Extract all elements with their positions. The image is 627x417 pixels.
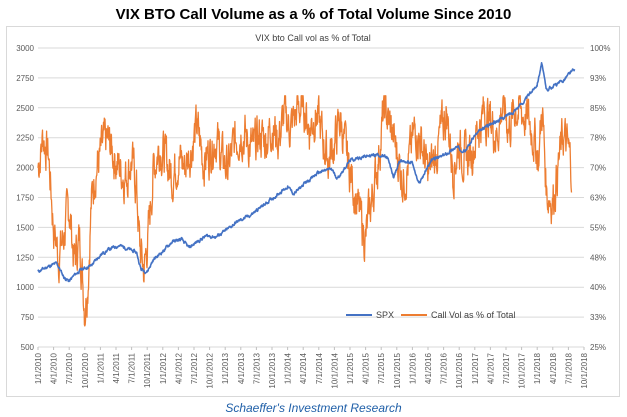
series-lines — [37, 61, 576, 327]
x-tick-label: 10/1/2017 — [518, 352, 527, 388]
x-tick-label: 4/1/2018 — [549, 352, 558, 384]
y-right-tick-label: 100% — [590, 44, 610, 53]
y-right-tick-label: 33% — [590, 313, 606, 322]
x-tick-label: 1/1/2016 — [408, 352, 417, 384]
x-tick-label: 10/1/2011 — [143, 352, 152, 388]
y-left-tick-label: 2250 — [16, 134, 34, 143]
x-tick-label: 1/1/2014 — [284, 352, 293, 384]
x-tick-label: 1/1/2012 — [159, 352, 168, 384]
legend-label-spx: SPX — [376, 310, 394, 320]
spx-series-line — [37, 61, 576, 283]
y-right-tick-label: 78% — [590, 134, 606, 143]
y-right-tick-label: 40% — [590, 283, 606, 292]
x-tick-label: 1/1/2015 — [346, 352, 355, 384]
x-tick-label: 4/1/2013 — [237, 352, 246, 384]
y-axis-left: 500 750 1000 1250 1500 1750 2000 2250 2500 2750 30… — [16, 44, 34, 352]
x-tick-label: 7/1/2011 — [128, 352, 137, 383]
legend: SPX Call Vol as % of Total — [346, 310, 515, 320]
y-axis-right: 25% 33% 40% 48% 55% 63% 70% 78% 85% 93% 100% — [590, 44, 610, 352]
x-tick-label: 4/1/2012 — [174, 352, 183, 384]
call-vol-series-line — [37, 95, 573, 327]
x-tick-label: 4/1/2014 — [299, 352, 308, 384]
x-tick-label: 7/1/2015 — [377, 352, 386, 384]
y-left-tick-label: 2000 — [16, 164, 34, 173]
x-tick-label: 4/1/2017 — [486, 352, 495, 384]
chart-frame — [6, 26, 620, 397]
x-tick-label: 7/1/2018 — [564, 352, 573, 384]
x-tick-label: 7/1/2016 — [440, 352, 449, 384]
x-tick-label: 10/1/2012 — [206, 352, 215, 388]
y-right-tick-label: 48% — [590, 253, 606, 262]
x-tick-label: 4/1/2010 — [50, 352, 59, 384]
y-right-tick-label: 93% — [590, 74, 606, 83]
x-tick-label: 1/1/2011 — [96, 352, 105, 383]
x-tick-label: 4/1/2011 — [112, 352, 121, 383]
y-left-tick-label: 500 — [21, 343, 35, 352]
x-tick-label: 10/1/2013 — [268, 352, 277, 388]
y-right-tick-label: 70% — [590, 164, 606, 173]
x-tick-label: 10/1/2018 — [580, 352, 589, 388]
x-tick-label: 10/1/2015 — [393, 352, 402, 388]
y-right-tick-label: 55% — [590, 223, 606, 232]
y-left-tick-label: 1250 — [16, 253, 34, 262]
y-left-tick-label: 3000 — [16, 44, 34, 53]
x-tick-label: 7/1/2017 — [502, 352, 511, 384]
y-right-tick-label: 85% — [590, 104, 606, 113]
x-tick-label: 4/1/2015 — [362, 352, 371, 384]
y-left-tick-label: 1000 — [16, 283, 34, 292]
x-tick-label: 7/1/2012 — [190, 352, 199, 384]
chart-title: VIX bto Call vol as % of Total — [255, 33, 370, 43]
x-tick-label: 10/1/2014 — [330, 352, 339, 388]
x-tick-label: 10/1/2016 — [455, 352, 464, 388]
source-footer: Schaeffer's Investment Research — [225, 401, 402, 415]
x-tick-label: 1/1/2013 — [221, 352, 230, 384]
gridlines — [38, 47, 584, 348]
y-left-tick-label: 1500 — [16, 223, 34, 232]
y-left-tick-label: 2500 — [16, 104, 34, 113]
x-tick-label: 1/1/2010 — [34, 352, 43, 384]
x-tick-label: 1/1/2018 — [533, 352, 542, 384]
x-tick-label: 7/1/2013 — [252, 352, 261, 384]
x-tick-label: 7/1/2014 — [315, 352, 324, 384]
x-tick-label: 10/1/2010 — [81, 352, 90, 388]
x-tick-label: 1/1/2017 — [471, 352, 480, 384]
x-tick-label: 4/1/2016 — [424, 352, 433, 384]
x-tick-label: 7/1/2010 — [65, 352, 74, 384]
page-title: VIX BTO Call Volume as a % of Total Volu… — [115, 6, 512, 23]
x-axis: 1/1/2010 4/1/2010 7/1/2010 10/1/2010 1/1/201… — [34, 347, 589, 389]
y-right-tick-label: 25% — [590, 343, 606, 352]
legend-label-call-vol: Call Vol as % of Total — [431, 310, 515, 320]
y-right-tick-label: 63% — [590, 194, 606, 203]
y-left-tick-label: 1750 — [16, 194, 34, 203]
y-left-tick-label: 2750 — [16, 74, 34, 83]
y-left-tick-label: 750 — [21, 313, 35, 322]
line-chart: VIX bto Call vol as % of Total 500 750 100… — [16, 33, 610, 389]
